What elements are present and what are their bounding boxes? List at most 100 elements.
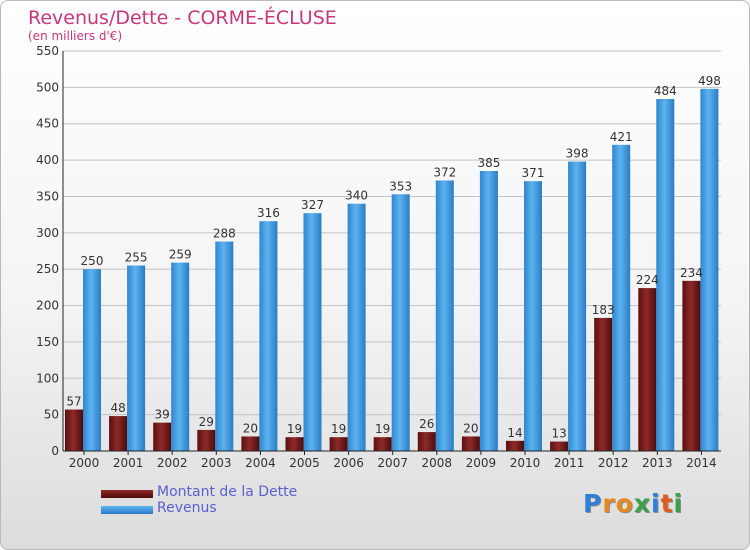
- data-label-revenue: 316: [257, 206, 280, 220]
- legend-swatch-revenue: [101, 506, 153, 514]
- x-tick-label: 2006: [333, 456, 364, 470]
- bar-revenue: [479, 171, 498, 451]
- bar-revenue: [347, 203, 366, 451]
- bar-revenue: [612, 144, 631, 451]
- bar-revenue: [568, 161, 587, 451]
- x-tick-label: 2010: [510, 456, 541, 470]
- logo-letter: i: [651, 489, 661, 518]
- x-tick-label: 2001: [113, 456, 144, 470]
- y-tick-label: 200: [36, 299, 59, 313]
- y-tick-label: 0: [51, 444, 59, 458]
- bar-debt: [153, 422, 172, 451]
- logo-letter: x: [633, 489, 651, 518]
- bar-debt: [682, 280, 701, 451]
- y-tick-label: 350: [36, 189, 59, 203]
- x-tick-label: 2002: [157, 456, 188, 470]
- bar-debt: [550, 441, 569, 451]
- data-label-debt: 29: [199, 415, 214, 429]
- y-tick-label: 100: [36, 371, 59, 385]
- y-tick-label: 250: [36, 262, 59, 276]
- bar-debt: [373, 437, 392, 451]
- data-label-debt: 13: [551, 427, 566, 441]
- bar-debt: [241, 436, 260, 451]
- x-tick-label: 2009: [466, 456, 497, 470]
- proxiti-logo: Proxiti: [583, 489, 683, 518]
- y-tick-label: 300: [36, 226, 59, 240]
- x-tick-label: 2000: [69, 456, 100, 470]
- bar-debt: [594, 317, 613, 451]
- data-label-debt: 26: [419, 417, 434, 431]
- legend-label-revenue: Revenus: [157, 500, 217, 516]
- bar-debt: [109, 416, 128, 451]
- bar-revenue: [171, 262, 190, 451]
- chart-subtitle: (en milliers d'€): [28, 29, 123, 43]
- data-label-debt: 19: [331, 422, 346, 436]
- data-label-debt: 234: [680, 266, 703, 280]
- bar-debt: [329, 437, 348, 451]
- data-label-debt: 19: [287, 422, 302, 436]
- data-label-debt: 20: [243, 421, 258, 435]
- data-label-revenue: 250: [81, 254, 104, 268]
- bar-revenue: [435, 180, 454, 452]
- bar-revenue: [215, 241, 234, 451]
- y-tick-label: 500: [36, 80, 59, 94]
- chart-title: Revenus/Dette - CORME-ÉCLUSE: [28, 7, 337, 29]
- logo-letter: i: [673, 489, 684, 518]
- bar-revenue: [700, 88, 719, 452]
- bar-debt: [197, 429, 216, 451]
- data-label-debt: 20: [463, 421, 478, 435]
- legend-swatch-debt: [101, 490, 153, 498]
- x-tick-label: 2003: [201, 456, 232, 470]
- data-label-revenue: 327: [301, 198, 324, 212]
- data-label-debt: 48: [110, 401, 125, 415]
- bar-revenue: [303, 213, 322, 451]
- legend-label-debt: Montant de la Dette: [157, 484, 298, 500]
- x-tick-label: 2005: [289, 456, 320, 470]
- x-tick-label: 2004: [245, 456, 276, 470]
- x-tick-label: 2012: [598, 456, 629, 470]
- data-label-revenue: 255: [125, 251, 148, 265]
- bar-debt: [461, 436, 480, 451]
- data-label-revenue: 484: [654, 84, 677, 98]
- bar-debt: [65, 409, 83, 451]
- data-label-debt: 14: [507, 426, 522, 440]
- data-label-revenue: 259: [169, 248, 192, 262]
- data-label-revenue: 385: [477, 156, 500, 170]
- bar-revenue: [259, 221, 278, 451]
- logo-letter: o: [615, 489, 634, 518]
- data-label-revenue: 398: [566, 147, 589, 161]
- x-tick-label: 2011: [554, 456, 585, 470]
- logo-letter: P: [583, 489, 603, 518]
- x-tick-label: 2014: [686, 456, 717, 470]
- data-label-debt: 39: [155, 408, 170, 422]
- data-label-revenue: 498: [698, 74, 721, 88]
- bar-debt: [417, 432, 436, 451]
- logo-letter: t: [660, 489, 674, 518]
- bar-revenue: [83, 269, 101, 451]
- logo-letter: r: [602, 489, 616, 518]
- data-label-revenue: 340: [345, 189, 368, 203]
- x-tick-label: 2007: [377, 456, 408, 470]
- bar-revenue: [127, 265, 146, 451]
- x-tick-label: 2008: [422, 456, 453, 470]
- data-label-revenue: 353: [389, 179, 412, 193]
- data-label-debt: 224: [636, 273, 659, 287]
- y-tick-label: 50: [44, 408, 59, 422]
- data-label-revenue: 372: [433, 165, 456, 179]
- y-tick-label: 400: [36, 153, 59, 167]
- bar-debt: [638, 288, 657, 451]
- data-label-revenue: 371: [522, 166, 545, 180]
- bar-debt: [285, 437, 304, 451]
- x-tick-label: 2013: [642, 456, 673, 470]
- y-tick-label: 450: [36, 117, 59, 131]
- bar-debt: [506, 440, 524, 451]
- data-label-revenue: 421: [610, 130, 633, 144]
- data-label-debt: 57: [66, 395, 81, 409]
- bar-revenue: [656, 99, 675, 451]
- data-label-revenue: 288: [213, 227, 236, 241]
- bar-revenue: [524, 181, 542, 451]
- y-tick-label: 150: [36, 335, 59, 349]
- data-label-debt: 183: [592, 303, 615, 317]
- y-tick-label: 550: [36, 44, 59, 58]
